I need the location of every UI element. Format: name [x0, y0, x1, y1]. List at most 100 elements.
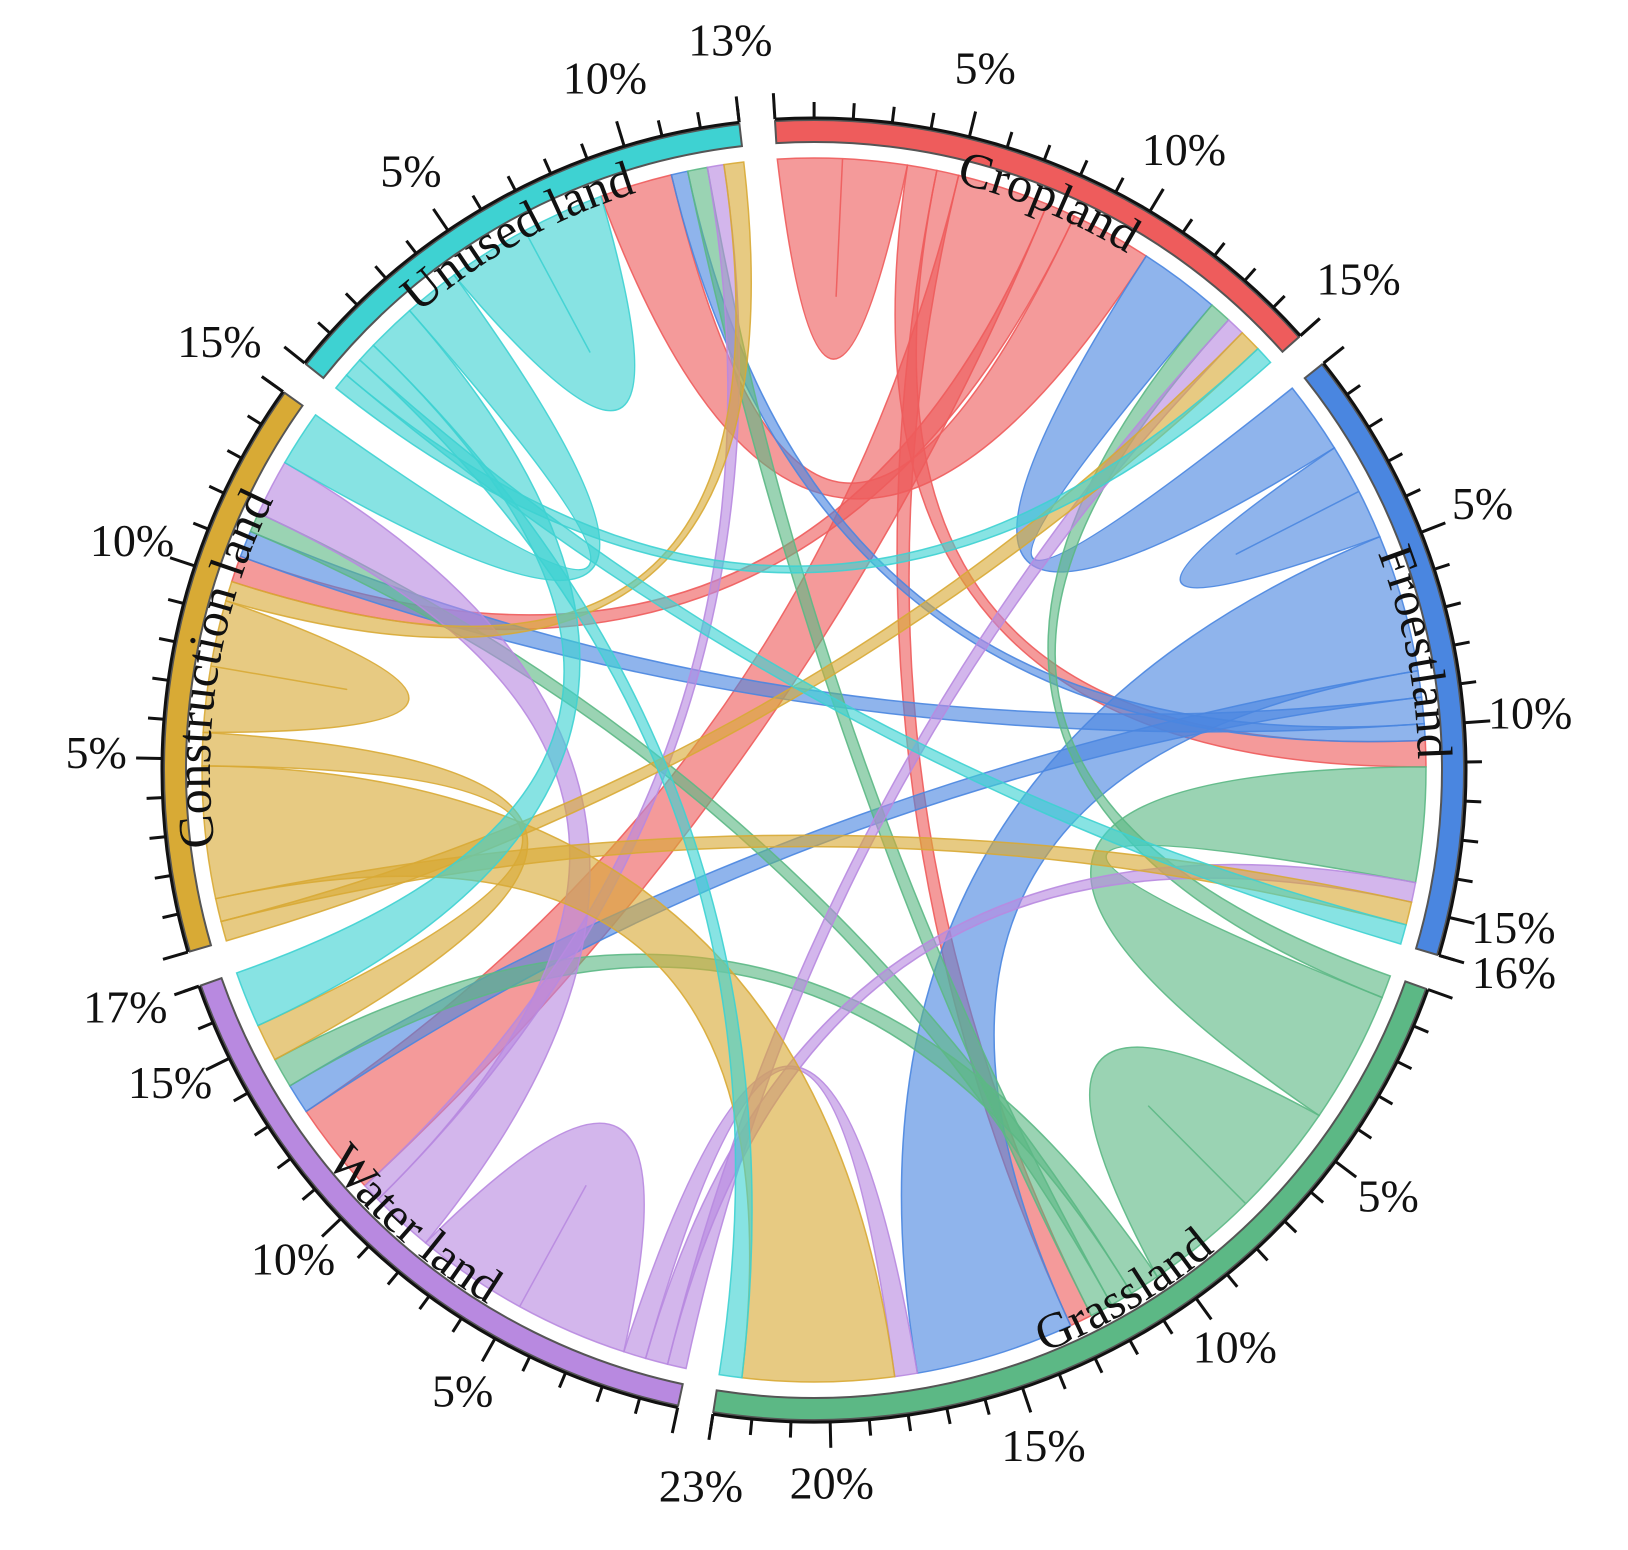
- minor-tick: [374, 265, 388, 280]
- minor-tick: [152, 676, 169, 682]
- chord-unused-land-to-froestland: [345, 358, 1408, 945]
- chord-grassland-to-grassland: [1088, 1046, 1321, 1278]
- minor-tick: [945, 1408, 952, 1425]
- tick-label: 20%: [790, 1457, 874, 1508]
- minor-tick: [1309, 1190, 1325, 1204]
- minor-tick: [386, 1271, 400, 1286]
- minor-tick: [1396, 1060, 1413, 1071]
- chord-grassland-to-construction-land: [249, 512, 1133, 1306]
- segment-arcs: [160, 116, 1468, 1424]
- minor-tick: [1460, 680, 1477, 686]
- minor-tick: [595, 1386, 604, 1403]
- minor-tick: [1093, 1357, 1104, 1374]
- minor-tick: [1272, 294, 1286, 309]
- major-tick: [1322, 345, 1345, 365]
- arc-outline-unused-land: [303, 120, 740, 364]
- chord-construction-land-to-grassland: [201, 765, 896, 1383]
- minor-tick: [1444, 601, 1462, 609]
- tick-label: 5%: [432, 1366, 493, 1417]
- major-tick: [320, 1217, 342, 1238]
- minor-tick: [1377, 1094, 1394, 1106]
- major-tick: [169, 556, 196, 568]
- chord-unused-land-to-construction-land: [283, 274, 601, 582]
- minor-tick: [558, 1372, 567, 1389]
- arc-unused-land: [304, 123, 744, 380]
- major-tick: [1448, 916, 1475, 925]
- major-tick: [1427, 988, 1453, 1000]
- minor-tick: [154, 874, 171, 880]
- minor-tick: [1042, 144, 1052, 161]
- minor-tick: [851, 103, 856, 120]
- minor-tick: [158, 637, 176, 644]
- minor-tick: [418, 1295, 431, 1311]
- minor-tick: [1456, 877, 1473, 884]
- minor-tick: [1162, 1319, 1174, 1335]
- chord-unused-land-to-water-land: [235, 309, 581, 1027]
- major-tick: [1148, 188, 1165, 212]
- tick-label: 5%: [65, 727, 126, 778]
- major-tick: [1420, 521, 1446, 534]
- minor-tick: [197, 1021, 214, 1031]
- tick-label: 15%: [1001, 1420, 1085, 1471]
- minor-tick: [276, 1157, 292, 1170]
- tick-label: 17%: [83, 982, 167, 1033]
- chord-cropland-to-cropland: [776, 157, 909, 360]
- tick-label: 10%: [563, 53, 647, 104]
- minor-tick: [656, 120, 664, 137]
- minor-tick: [633, 1397, 642, 1415]
- chord-grassland-to-cropland: [1047, 303, 1392, 999]
- minor-tick: [906, 1414, 913, 1432]
- minor-tick: [867, 1419, 873, 1436]
- minor-tick: [317, 321, 331, 335]
- chord-construction-land-to-construction-land: [202, 599, 410, 734]
- minor-tick: [1181, 218, 1194, 234]
- minor-tick: [344, 292, 359, 306]
- minor-tick: [1357, 1128, 1373, 1140]
- minor-tick: [149, 835, 166, 840]
- tick-label: 15%: [1316, 253, 1400, 304]
- major-tick: [1021, 1387, 1033, 1413]
- minor-tick: [1405, 488, 1421, 498]
- tick-marks: 5%10%15%5%10%15%16%5%10%15%20%23%5%10%15…: [65, 14, 1572, 1511]
- minor-tick: [1005, 131, 1014, 148]
- minor-tick: [1079, 159, 1089, 176]
- major-tick: [205, 1057, 230, 1072]
- arc-construction-land: [163, 391, 304, 953]
- tick-label: 10%: [1488, 688, 1572, 739]
- tick-label: 10%: [1142, 124, 1226, 175]
- major-tick: [1334, 1160, 1358, 1179]
- major-tick: [1464, 719, 1491, 725]
- arc-outline-water-land: [197, 985, 679, 1410]
- minor-tick: [788, 1421, 793, 1438]
- minor-tick: [748, 1418, 754, 1436]
- tick-label: 15%: [177, 316, 261, 367]
- minor-tick: [1128, 1339, 1140, 1356]
- chord-froestland-to-cropland: [1016, 254, 1336, 573]
- end-tick: [734, 96, 741, 123]
- minor-tick: [1283, 1220, 1298, 1234]
- minor-tick: [167, 597, 185, 605]
- end-tick: [173, 984, 200, 997]
- minor-tick: [192, 521, 209, 531]
- tick-label: 13%: [688, 14, 772, 65]
- major-tick: [670, 1407, 680, 1434]
- minor-tick: [890, 106, 896, 123]
- minor-tick: [147, 716, 165, 721]
- tick-label: 15%: [128, 1057, 212, 1108]
- minor-tick: [1367, 417, 1384, 429]
- minor-tick: [983, 1398, 991, 1416]
- major-tick: [967, 111, 978, 138]
- chord-froestland-to-froestland: [1179, 446, 1381, 589]
- chord-water-land-to-water-land: [424, 1122, 645, 1353]
- minor-tick: [521, 1356, 532, 1372]
- minor-tick: [226, 449, 243, 460]
- end-tick: [260, 375, 284, 393]
- minor-tick: [1057, 1373, 1067, 1390]
- end-tick: [1299, 317, 1321, 337]
- minor-tick: [1462, 838, 1479, 844]
- arc-grassland: [712, 980, 1428, 1421]
- arc-froestland: [1303, 363, 1466, 957]
- minor-tick: [405, 239, 418, 255]
- minor-tick: [506, 175, 517, 192]
